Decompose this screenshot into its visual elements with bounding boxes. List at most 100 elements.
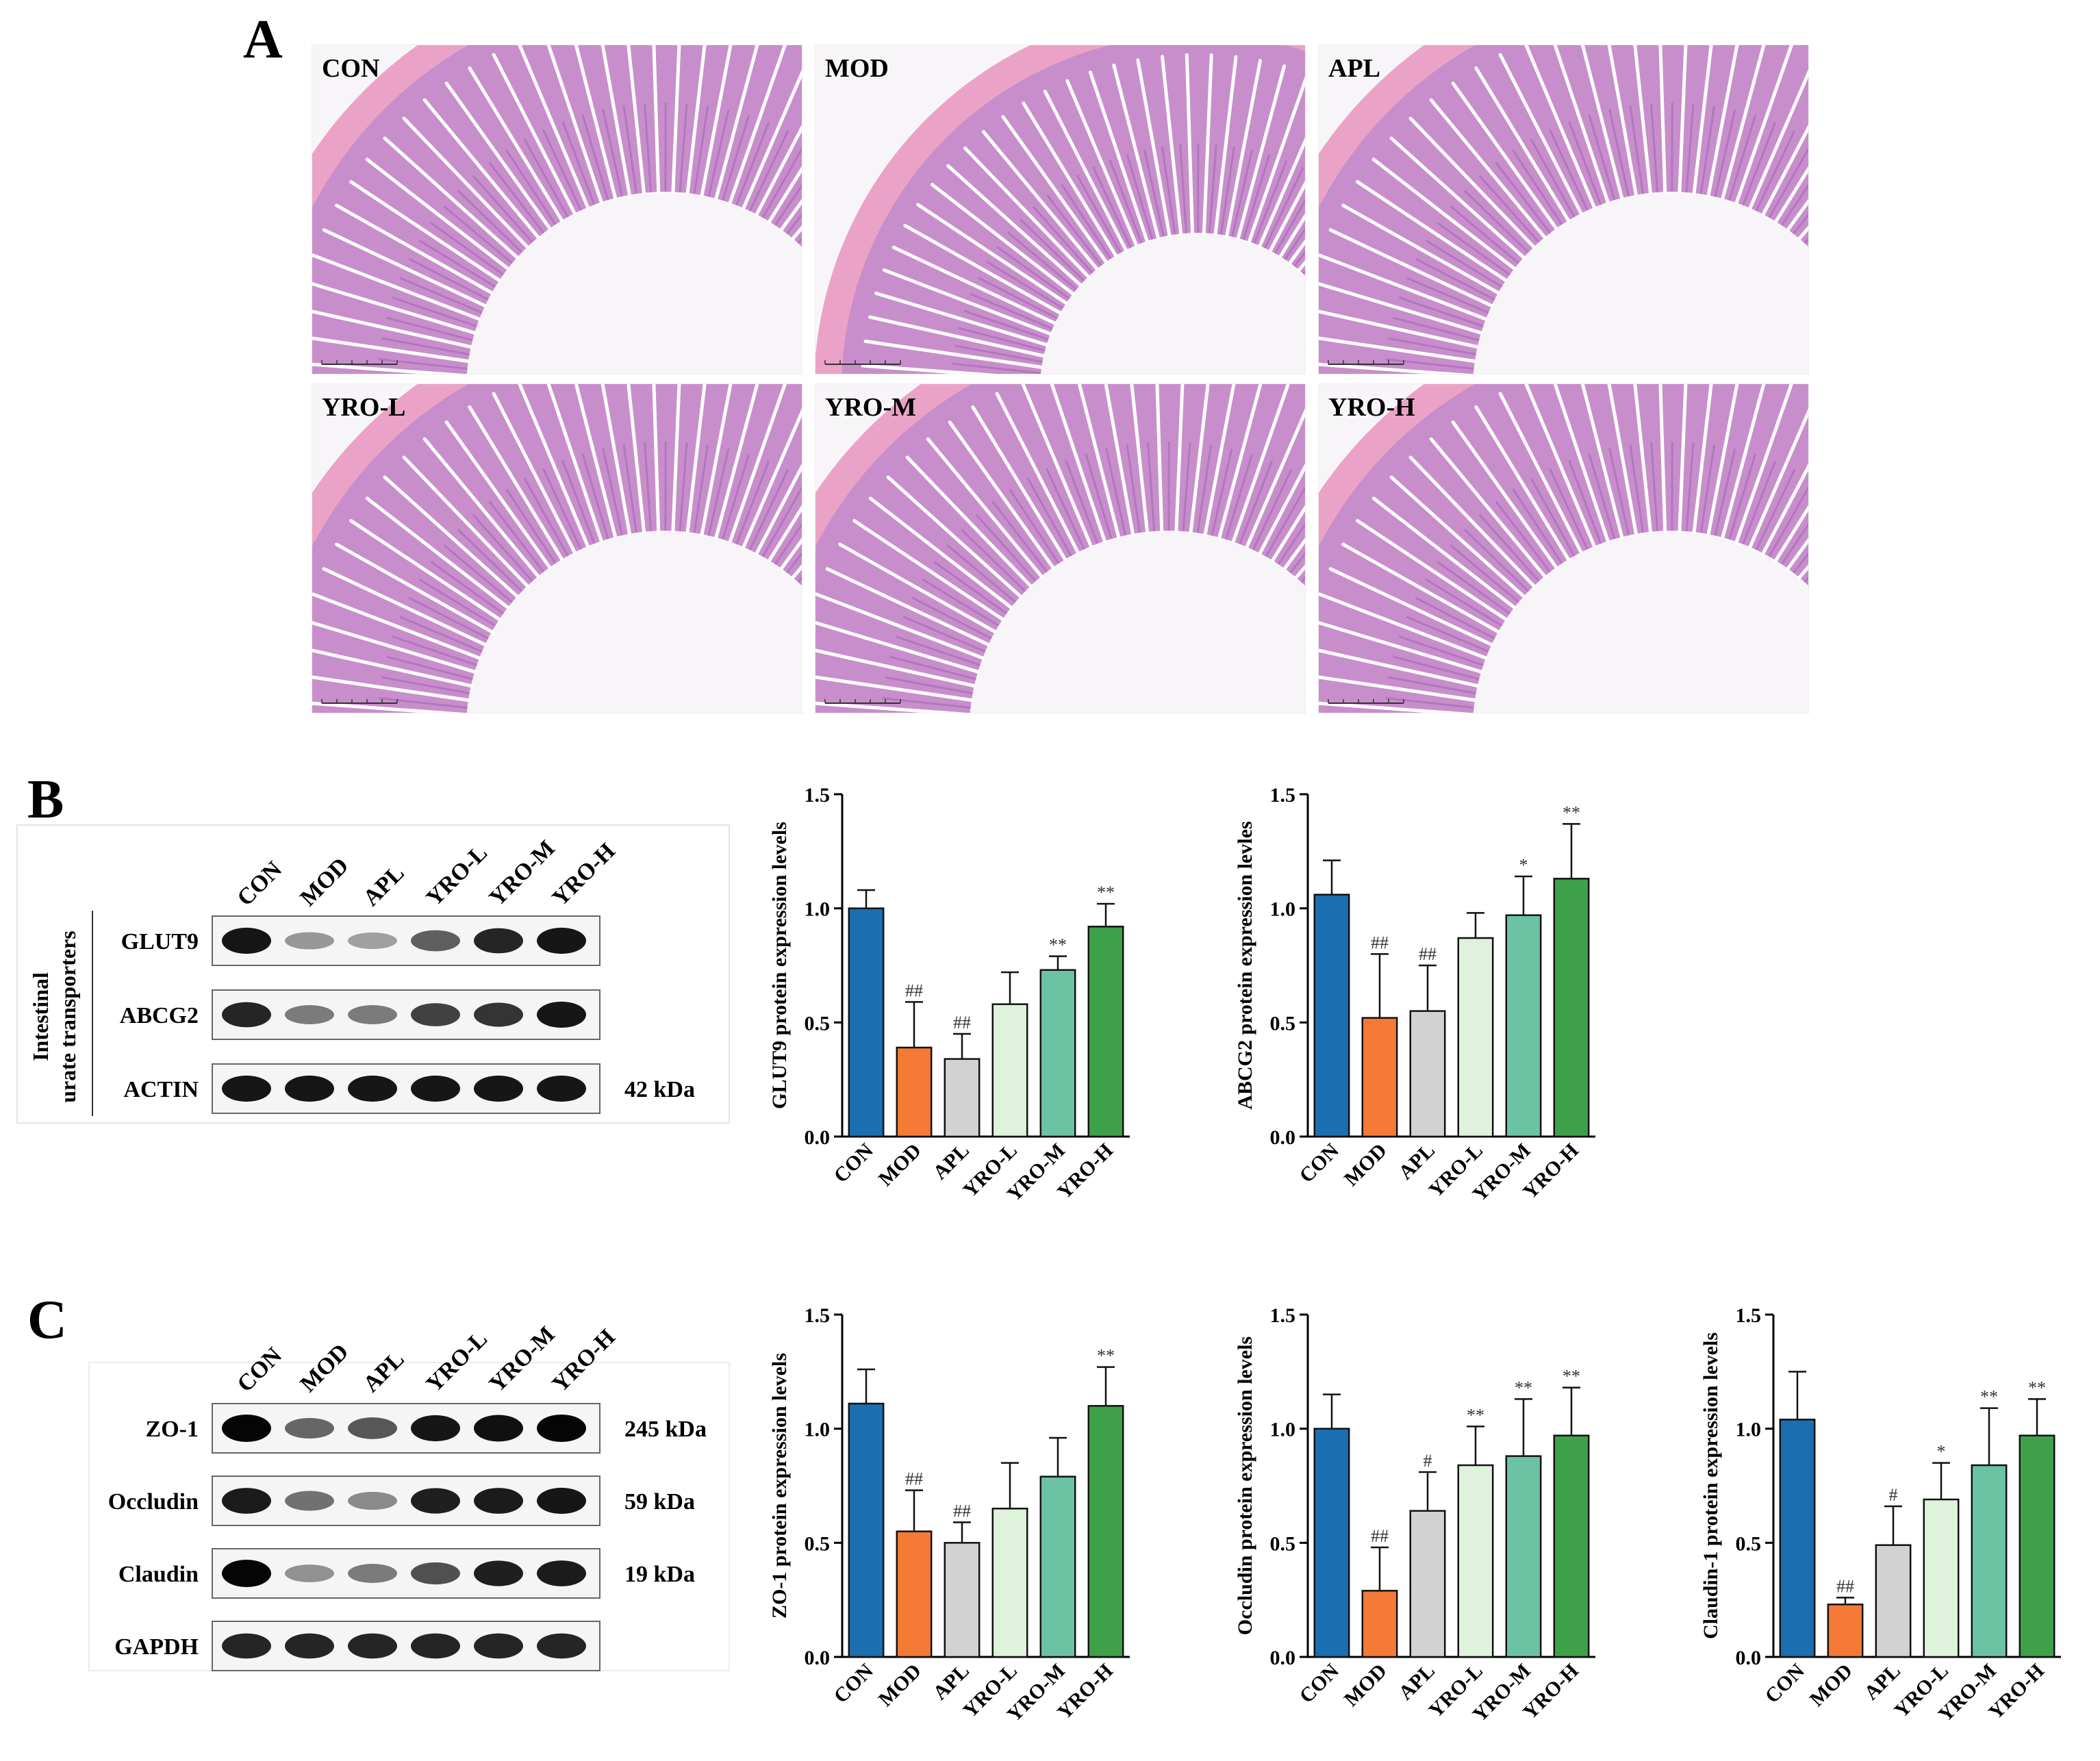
blot-band — [537, 1075, 586, 1102]
y-tick-label: 0.5 — [805, 1012, 831, 1035]
scale-bar — [824, 360, 901, 365]
bar — [896, 1046, 933, 1138]
zo1-chart: 0.0 0.5 1.0 1.5 ZO-1 protein expression leve… — [768, 1304, 1130, 1726]
blot-frame — [212, 989, 600, 1040]
lane-label: APL — [358, 860, 409, 911]
bar — [1409, 1510, 1446, 1658]
histology-image: CON — [312, 45, 802, 375]
blot-band — [411, 930, 460, 952]
side-label: Intestinal — [28, 972, 53, 1061]
bar — [1039, 1475, 1076, 1658]
y-tick-label: 1.5 — [1270, 784, 1296, 807]
bar — [1971, 1464, 2008, 1658]
x-tick-label: MOD — [1806, 1660, 1857, 1711]
villi — [1319, 384, 1808, 713]
significance-mark: ## — [953, 1013, 971, 1032]
lane-label: YRO-L — [421, 1326, 492, 1397]
protein-name: Claudin — [118, 1562, 199, 1587]
blot-band — [285, 1417, 334, 1439]
bar — [896, 1530, 933, 1658]
x-tick-label: CON — [1760, 1659, 1809, 1708]
lumen — [466, 192, 802, 374]
significance-mark: ** — [1980, 1387, 1998, 1407]
histology-image: APL — [1318, 45, 1809, 375]
blot-band — [411, 1075, 460, 1102]
protein-name: ZO-1 — [146, 1417, 199, 1442]
significance-mark: ## — [1371, 933, 1389, 952]
x-tick-label: CON — [829, 1139, 878, 1187]
significance-mark: ** — [1097, 1346, 1115, 1366]
scale-bar — [1328, 360, 1404, 365]
blot-band — [537, 927, 586, 954]
blot-band — [348, 932, 397, 950]
histology-label: APL — [1328, 54, 1380, 83]
blot-band — [474, 1488, 523, 1514]
panel-label-b: B — [27, 770, 64, 830]
blot-band — [222, 1415, 271, 1442]
y-axis-label: ABCG2 protein expression levles — [1234, 821, 1256, 1109]
lumen — [970, 531, 1305, 713]
histology-label: CON — [322, 54, 380, 83]
blot-band — [348, 1075, 397, 1102]
glut9-chart: 0.0 0.5 1.0 1.5 GLUT9 protein expression lev… — [768, 784, 1130, 1206]
bar — [1087, 1405, 1124, 1658]
x-tick-label: CON — [829, 1659, 878, 1708]
molecular-weight: 59 kDa — [624, 1489, 695, 1515]
significance-mark: ** — [1563, 1367, 1580, 1386]
blot-frame — [212, 1621, 600, 1671]
lane-label: YRO-M — [484, 835, 559, 911]
blot-frame — [212, 1548, 600, 1599]
lane-label: YRO-L — [421, 840, 492, 911]
blot-band — [474, 928, 523, 954]
lane-label: YRO-H — [547, 1324, 620, 1397]
x-tick-label: CON — [1295, 1659, 1343, 1708]
tissue-section — [1319, 384, 1808, 713]
bar — [1313, 894, 1350, 1138]
blot-band — [285, 1005, 334, 1024]
blot-band — [411, 1003, 460, 1026]
scale-bar — [321, 699, 398, 704]
lumen — [466, 531, 802, 713]
bar — [848, 907, 885, 1138]
blot-band — [348, 1417, 397, 1439]
tissue-section — [1319, 45, 1808, 374]
y-tick-label: 0.5 — [1270, 1532, 1296, 1555]
significance-mark: ## — [905, 1469, 923, 1489]
bar — [1087, 926, 1124, 1138]
villi — [1319, 45, 1808, 374]
protein-name: GAPDH — [114, 1634, 199, 1660]
y-axis-label: Occludin protein expression levels — [1234, 1336, 1256, 1635]
y-tick-label: 1.5 — [1270, 1304, 1296, 1327]
y-tick-label: 1.5 — [1736, 1304, 1762, 1327]
significance-mark: # — [1424, 1451, 1432, 1471]
blot-band — [285, 932, 334, 950]
histology-image: YRO-H — [1318, 383, 1809, 713]
histology-label: MOD — [825, 54, 889, 83]
blot-band — [474, 1075, 523, 1102]
lane-label: MOD — [295, 1339, 353, 1397]
y-tick-label: 0.0 — [1270, 1647, 1296, 1669]
significance-mark: ## — [905, 980, 923, 1000]
blot-frame — [212, 1063, 600, 1114]
lumen — [1473, 531, 1808, 713]
blot-band — [222, 1633, 271, 1659]
lane-label: CON — [232, 857, 287, 911]
significance-mark: * — [1519, 855, 1528, 875]
blot-band — [222, 1560, 271, 1587]
significance-mark: * — [1937, 1442, 1946, 1462]
panel-label-a: A — [243, 10, 283, 70]
blot-band — [285, 1491, 334, 1511]
x-tick-label: MOD — [1340, 1139, 1391, 1191]
scale-bar — [1328, 699, 1404, 704]
bar — [991, 1508, 1028, 1658]
tissue-section — [312, 45, 802, 374]
significance-mark: ** — [1467, 1405, 1484, 1425]
histology-image: YRO-L — [312, 383, 802, 713]
blot-band — [474, 1560, 523, 1586]
blot-band — [411, 1488, 460, 1514]
histology-label: YRO-H — [1328, 393, 1415, 422]
villi — [312, 384, 802, 713]
blot-band — [348, 1564, 397, 1583]
bar — [991, 1003, 1028, 1138]
